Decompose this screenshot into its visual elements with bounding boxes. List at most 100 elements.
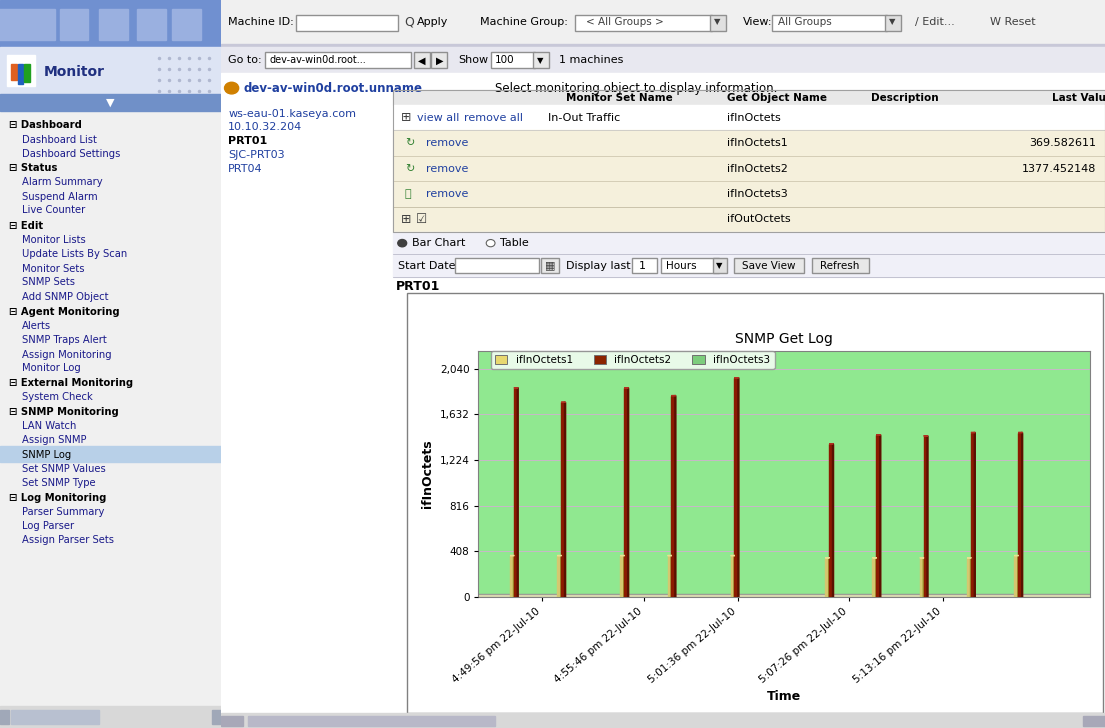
Bar	[460, 594, 1105, 601]
Text: Q: Q	[404, 15, 414, 28]
Bar	[829, 444, 832, 597]
Bar	[735, 378, 738, 597]
Bar	[18, 64, 23, 84]
Text: LAN Watch: LAN Watch	[22, 421, 76, 431]
Bar	[672, 395, 675, 597]
Bar	[221, 44, 1105, 47]
Text: Bar Chart: Bar Chart	[412, 238, 465, 248]
Text: ↻: ↻	[404, 164, 414, 173]
Bar	[393, 130, 1105, 156]
Bar	[0, 9, 27, 40]
Text: 100: 100	[495, 55, 515, 66]
Text: ◀: ◀	[418, 55, 425, 66]
FancyBboxPatch shape	[811, 258, 869, 273]
Bar	[212, 710, 221, 724]
Bar	[667, 555, 671, 597]
Bar	[0, 446, 221, 462]
Bar	[11, 710, 99, 724]
FancyBboxPatch shape	[885, 15, 901, 31]
Bar	[1083, 716, 1105, 726]
Bar	[7, 55, 35, 86]
FancyBboxPatch shape	[265, 52, 411, 68]
Bar	[99, 9, 128, 40]
Bar	[407, 293, 1103, 713]
Text: ▶: ▶	[435, 55, 443, 66]
Text: Set SNMP Type: Set SNMP Type	[22, 478, 96, 488]
Text: Start Date: Start Date	[398, 261, 455, 271]
Bar	[393, 90, 1105, 232]
Text: Add SNMP Object: Add SNMP Object	[22, 292, 108, 302]
Bar	[221, 0, 1105, 44]
Text: ifInOctets2: ifInOctets2	[727, 164, 788, 173]
FancyBboxPatch shape	[632, 258, 656, 273]
Bar	[221, 716, 243, 726]
Text: ⊞: ⊞	[401, 213, 412, 226]
Text: dev-av-win0d.root.unname: dev-av-win0d.root.unname	[243, 82, 422, 95]
Text: ifInOctets1: ifInOctets1	[727, 138, 788, 148]
Bar	[967, 558, 970, 597]
Bar	[1014, 555, 1018, 597]
Text: ⊟ Log Monitoring: ⊟ Log Monitoring	[9, 493, 106, 503]
Text: Apply: Apply	[418, 17, 449, 27]
Bar	[825, 558, 829, 597]
FancyBboxPatch shape	[296, 15, 398, 31]
Text: SJC-PRT03: SJC-PRT03	[228, 150, 285, 160]
Bar	[137, 9, 166, 40]
Bar	[0, 710, 9, 724]
Bar	[514, 388, 517, 597]
Bar	[393, 207, 1105, 232]
Bar	[876, 435, 880, 597]
Bar	[620, 555, 624, 597]
FancyBboxPatch shape	[491, 52, 535, 68]
Text: Monitor Set Name: Monitor Set Name	[566, 92, 673, 103]
Bar	[60, 9, 88, 40]
Text: Show: Show	[457, 55, 488, 66]
Text: < All Groups >: < All Groups >	[586, 17, 664, 27]
Circle shape	[486, 240, 495, 247]
Text: ⛓: ⛓	[404, 189, 411, 199]
Bar	[0, 94, 221, 111]
Text: Monitor Log: Monitor Log	[22, 363, 81, 373]
Text: ☑: ☑	[415, 213, 427, 226]
Text: SNMP Traps Alert: SNMP Traps Alert	[22, 335, 107, 345]
Y-axis label: ifInOctets: ifInOctets	[421, 440, 434, 508]
Text: Log Parser: Log Parser	[22, 521, 74, 531]
Text: Parser Summary: Parser Summary	[22, 507, 105, 517]
Text: Assign SNMP: Assign SNMP	[22, 435, 86, 446]
Text: ⊞: ⊞	[401, 111, 412, 124]
Text: Last Value: Last Value	[1052, 92, 1105, 103]
FancyBboxPatch shape	[771, 15, 886, 31]
Text: 1377.452148: 1377.452148	[1022, 164, 1096, 173]
Text: W Reset: W Reset	[990, 17, 1035, 27]
Bar	[730, 555, 734, 597]
Bar	[11, 64, 17, 80]
Text: Update Lists By Scan: Update Lists By Scan	[22, 249, 127, 259]
Text: Set SNMP Values: Set SNMP Values	[22, 464, 106, 474]
Bar	[924, 436, 927, 597]
Text: ifOutOctets: ifOutOctets	[727, 215, 790, 224]
Text: Get Object Name: Get Object Name	[727, 92, 827, 103]
Text: View:: View:	[743, 17, 772, 27]
Text: Table: Table	[501, 238, 529, 248]
Text: All Groups: All Groups	[778, 17, 832, 27]
Text: Select monitoring object to display information.: Select monitoring object to display info…	[495, 82, 778, 95]
Bar	[873, 558, 876, 597]
Text: 1 machines: 1 machines	[559, 55, 623, 66]
Title: SNMP Get Log: SNMP Get Log	[735, 331, 833, 346]
Text: ▼: ▼	[106, 98, 115, 108]
Text: Assign Monitoring: Assign Monitoring	[22, 349, 112, 360]
FancyBboxPatch shape	[431, 52, 448, 68]
Text: 10.10.32.204: 10.10.32.204	[228, 122, 303, 132]
X-axis label: Time: Time	[767, 690, 801, 703]
Text: In-Out Traffic: In-Out Traffic	[548, 113, 620, 123]
Text: Hours: Hours	[665, 261, 696, 271]
Text: Save View: Save View	[743, 261, 796, 271]
Circle shape	[398, 240, 407, 247]
Bar	[248, 716, 495, 726]
Text: ⊟ Dashboard: ⊟ Dashboard	[9, 120, 82, 130]
Text: ifInOctets: ifInOctets	[727, 113, 780, 123]
Text: Suspend Alarm: Suspend Alarm	[22, 191, 97, 202]
Bar	[919, 558, 923, 597]
Text: Monitor Lists: Monitor Lists	[22, 235, 86, 245]
Bar	[221, 73, 1105, 102]
